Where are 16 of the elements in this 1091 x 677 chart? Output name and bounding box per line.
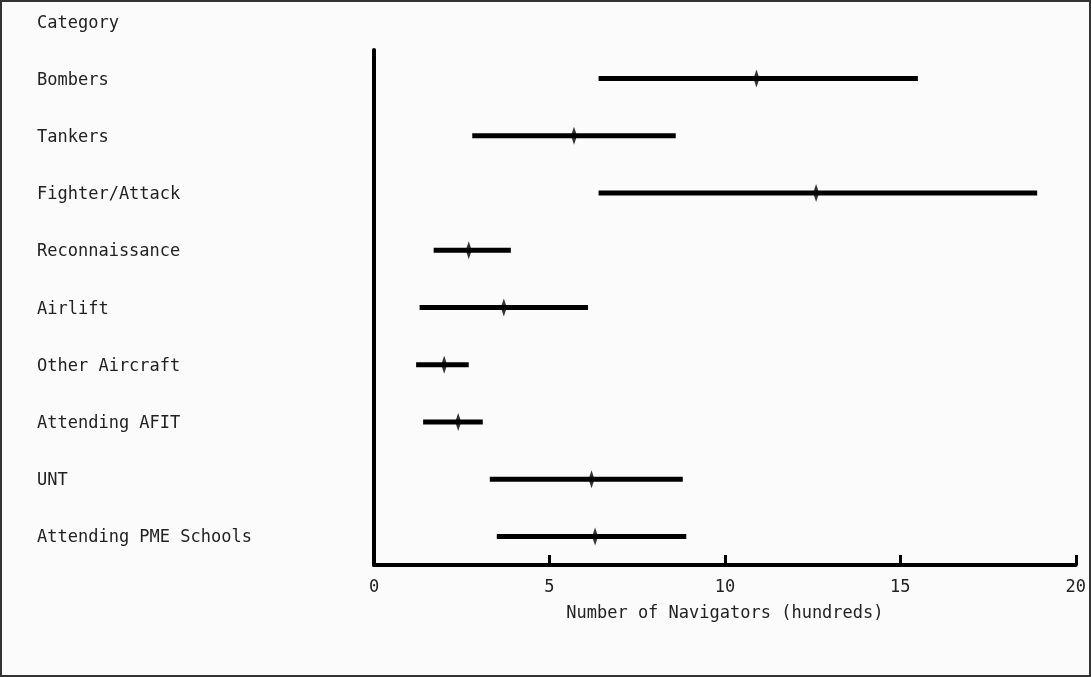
y-tick-label: Fighter/Attack (37, 183, 181, 204)
y-tick-label: Attending AFIT (37, 411, 181, 432)
y-axis-title: Category (37, 11, 119, 32)
y-tick-label: UNT (37, 469, 68, 490)
x-axis-title: Number of Navigators (hundreds) (566, 601, 884, 622)
y-tick-label: Attending PME Schools (37, 526, 252, 547)
x-tick-label: 20 (1065, 575, 1087, 596)
x-tick-label: 0 (368, 575, 380, 596)
y-tick-label: Tankers (37, 125, 109, 146)
y-tick-label: Other Aircraft (37, 354, 181, 375)
y-tick-label: Bombers (37, 68, 109, 89)
x-tick-label: 15 (890, 575, 911, 596)
y-tick-label: Reconnaissance (37, 240, 181, 261)
x-tick-label: 10 (714, 575, 736, 596)
y-tick-label: Airlift (37, 297, 109, 318)
x-tick-label: 5 (544, 575, 555, 596)
